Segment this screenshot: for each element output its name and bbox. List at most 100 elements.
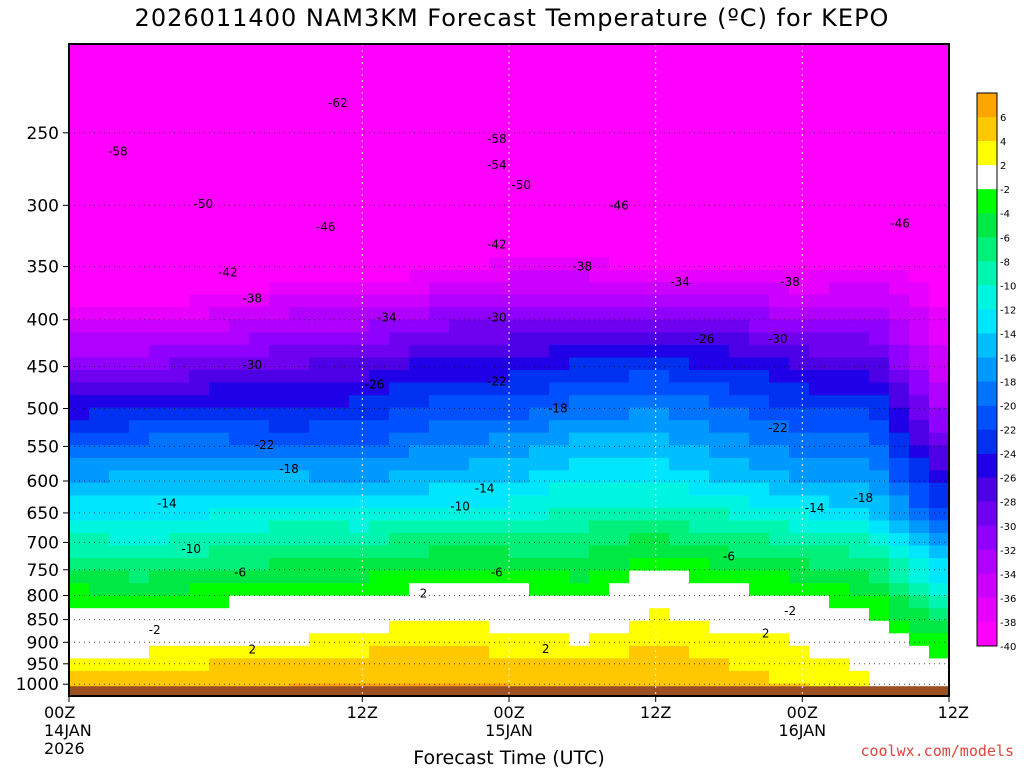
heatmap-cell [729, 445, 750, 459]
heatmap-cell [849, 181, 870, 195]
heatmap-cell [849, 670, 870, 684]
heatmap-cell [649, 207, 670, 221]
heatmap-cell [749, 395, 770, 409]
heatmap-cell [289, 169, 310, 183]
heatmap-cell [149, 608, 170, 622]
heatmap-cell [369, 545, 390, 559]
heatmap-cell [809, 558, 830, 572]
heatmap-cell [549, 144, 570, 158]
heatmap-cell [169, 445, 190, 459]
heatmap-cell [189, 232, 210, 246]
heatmap-cell [249, 520, 270, 534]
heatmap-cell [69, 131, 90, 145]
heatmap-cell [769, 194, 790, 208]
heatmap-cell [769, 545, 790, 559]
heatmap-cell [789, 232, 810, 246]
heatmap-cell [189, 482, 210, 496]
heatmap-cell [209, 357, 230, 371]
heatmap-cell [69, 244, 90, 258]
heatmap-cell [389, 81, 410, 95]
heatmap-cell [789, 131, 810, 145]
heatmap-cell [309, 244, 330, 258]
heatmap-cell [649, 445, 670, 459]
heatmap-cell [229, 608, 250, 622]
heatmap-cell [929, 56, 949, 70]
heatmap-cell [69, 570, 90, 584]
heatmap-cell [769, 495, 790, 509]
chart-title: 2026011400 NAM3KM Forecast Temperature (… [134, 4, 890, 32]
heatmap-cell [589, 44, 610, 58]
heatmap-cell [169, 119, 190, 133]
heatmap-cell [809, 94, 830, 108]
heatmap-cell [129, 69, 150, 83]
heatmap-cell [209, 658, 230, 672]
heatmap-cell [169, 407, 190, 421]
heatmap-cell [649, 407, 670, 421]
heatmap-cell [709, 219, 730, 233]
heatmap-cell [489, 119, 510, 133]
heatmap-cell [509, 69, 530, 83]
heatmap-cell [309, 520, 330, 534]
heatmap-cell [529, 533, 550, 547]
heatmap-cell [889, 583, 910, 597]
heatmap-cell [509, 670, 530, 684]
heatmap-cell [569, 633, 590, 647]
heatmap-cell [349, 658, 370, 672]
heatmap-cell [529, 633, 550, 647]
heatmap-cell [729, 244, 750, 258]
heatmap-cell [69, 507, 90, 521]
heatmap-cell [469, 583, 490, 597]
heatmap-cell [449, 244, 470, 258]
heatmap-cell [909, 357, 930, 371]
heatmap-cell [349, 181, 370, 195]
heatmap-cell [729, 533, 750, 547]
heatmap-cell [89, 119, 110, 133]
heatmap-cell [849, 119, 870, 133]
heatmap-cell [589, 633, 610, 647]
heatmap-cell [429, 344, 450, 358]
heatmap-cell [829, 106, 850, 120]
heatmap-cell [129, 633, 150, 647]
heatmap-cell [869, 382, 890, 396]
heatmap-cell [189, 495, 210, 509]
contour-label: -6 [723, 549, 735, 563]
heatmap-cell [549, 595, 570, 609]
heatmap-cell [289, 520, 310, 534]
heatmap-cell [249, 545, 270, 559]
heatmap-cell [689, 595, 710, 609]
heatmap-cell [169, 294, 190, 308]
heatmap-cell [309, 69, 330, 83]
heatmap-cell [189, 106, 210, 120]
heatmap-cell [369, 432, 390, 446]
heatmap-cell [629, 269, 650, 283]
heatmap-cell [589, 244, 610, 258]
heatmap-cell [489, 169, 510, 183]
heatmap-cell [789, 56, 810, 70]
heatmap-cell [849, 244, 870, 258]
heatmap-cell [789, 670, 810, 684]
heatmap-cell [929, 44, 949, 58]
heatmap-cell [569, 457, 590, 471]
heatmap-cell [449, 144, 470, 158]
heatmap-cell [509, 81, 530, 95]
heatmap-cell [509, 156, 530, 170]
heatmap-cell [809, 457, 830, 471]
heatmap-cell [389, 119, 410, 133]
heatmap-cell [89, 407, 110, 421]
heatmap-cell [609, 44, 630, 58]
heatmap-cell [549, 257, 570, 271]
heatmap-cell [589, 119, 610, 133]
heatmap-cell [809, 144, 830, 158]
heatmap-cell [749, 169, 770, 183]
heatmap-cell [869, 558, 890, 572]
heatmap-cell [169, 633, 190, 647]
heatmap-cell [589, 131, 610, 145]
heatmap-cell [89, 156, 110, 170]
heatmap-cell [449, 181, 470, 195]
heatmap-cell [189, 181, 210, 195]
heatmap-cell [909, 445, 930, 459]
heatmap-cell [89, 558, 110, 572]
heatmap-cell [69, 633, 90, 647]
heatmap-cell [429, 207, 450, 221]
heatmap-cell [289, 294, 310, 308]
